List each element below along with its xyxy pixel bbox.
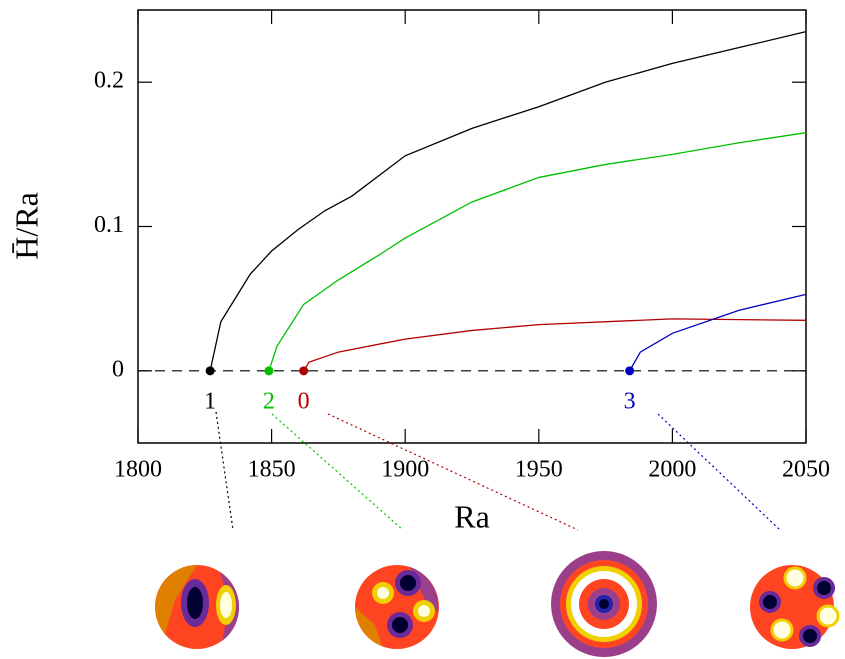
pattern-blob	[799, 625, 821, 647]
onset-point	[264, 366, 274, 376]
y-tick-label: 0	[112, 356, 124, 382]
pattern-blob	[377, 587, 389, 599]
connector	[657, 413, 781, 531]
onset-point	[299, 366, 309, 376]
x-tick-label: 1900	[381, 457, 429, 483]
x-tick-label: 1800	[114, 457, 162, 483]
pattern-region	[220, 572, 240, 641]
pattern-2	[355, 565, 439, 649]
pattern-blob	[418, 605, 430, 617]
pattern-blob	[220, 592, 232, 618]
pattern-blob	[770, 618, 794, 642]
x-axis-label: Ra	[454, 498, 490, 534]
pattern-blob	[400, 575, 416, 591]
pattern-region	[155, 565, 197, 634]
onset-point	[205, 366, 215, 376]
pattern-3	[750, 565, 840, 649]
pattern-1	[155, 565, 240, 649]
series-line	[629, 293, 807, 372]
series-label: 0	[298, 388, 310, 414]
plot-frame	[137, 9, 807, 444]
x-tick-label: 2050	[782, 457, 830, 483]
connectors	[215, 411, 781, 531]
pattern-0	[551, 551, 657, 657]
series-label: 2	[263, 388, 275, 414]
pattern-blob	[392, 617, 408, 633]
connector	[327, 413, 579, 531]
pattern-blob	[759, 591, 781, 613]
x-tick-label: 2000	[648, 457, 696, 483]
onset-point	[625, 366, 635, 376]
pattern-blob	[816, 604, 840, 628]
y-axis-label: H̄/Ra	[8, 192, 44, 260]
series-line	[209, 31, 807, 371]
connector	[271, 413, 404, 531]
series-line	[303, 318, 807, 372]
pattern-region	[355, 607, 382, 646]
x-tick-label: 1950	[515, 457, 563, 483]
pattern-ring	[599, 599, 609, 609]
series-line	[268, 132, 807, 372]
pattern-blob	[813, 577, 835, 599]
x-tick-label: 1850	[248, 457, 296, 483]
pattern-blob	[783, 566, 807, 590]
pattern-blob	[187, 587, 203, 619]
y-tick-label: 0.2	[94, 68, 124, 94]
series-label: 1	[204, 388, 216, 414]
y-tick-label: 0.1	[94, 212, 124, 238]
series-label: 3	[624, 388, 636, 414]
connector	[215, 411, 234, 531]
